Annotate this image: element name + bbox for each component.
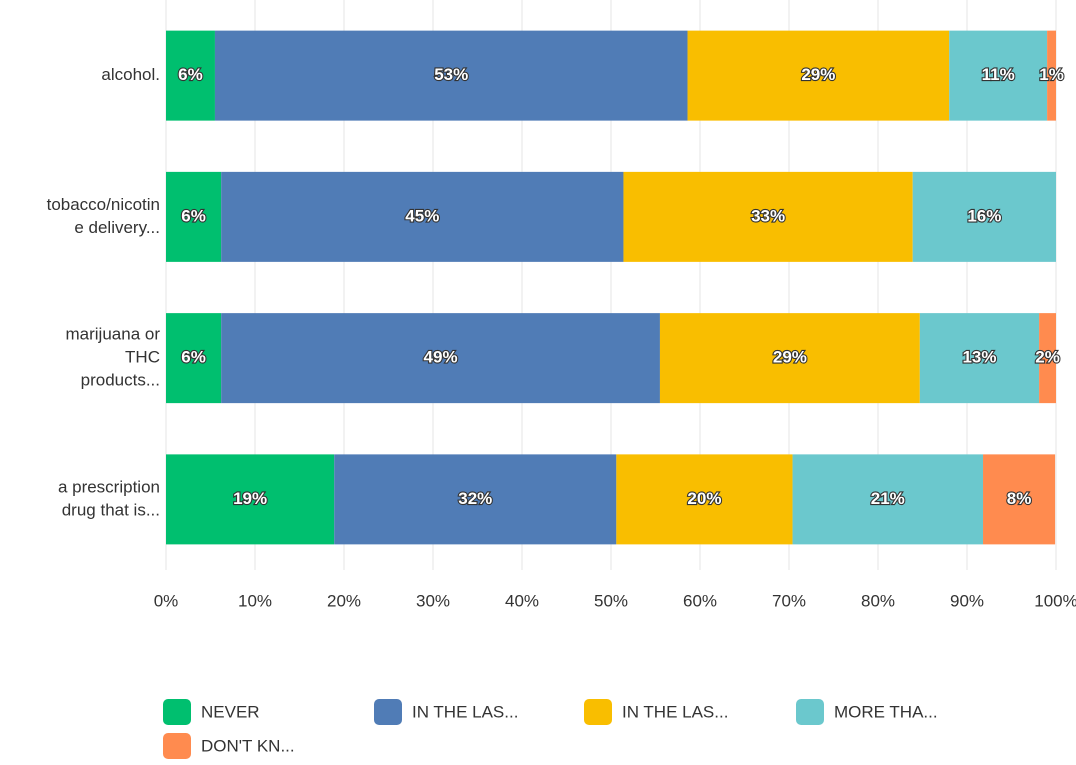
data-label: 16% <box>967 206 1001 225</box>
bar-segment <box>687 30 950 121</box>
legend-label: NEVER <box>201 702 260 721</box>
data-label: 49% <box>424 348 458 367</box>
data-label: 20% <box>687 489 721 508</box>
data-label: 6% <box>181 348 206 367</box>
x-tick-label: 70% <box>772 591 806 610</box>
legend-label: IN THE LAS... <box>622 702 728 721</box>
category-label: alcohol. <box>101 65 160 84</box>
x-tick-label: 0% <box>154 591 179 610</box>
data-label: 29% <box>801 65 835 84</box>
legend-swatch <box>374 699 402 725</box>
category-label: a prescription <box>58 477 160 496</box>
data-label: 32% <box>458 489 492 508</box>
bar-segment <box>166 313 222 404</box>
data-label: 19% <box>233 489 267 508</box>
legend-label: MORE THA... <box>834 702 938 721</box>
legend-swatch <box>163 733 191 759</box>
bar-segment <box>214 30 688 121</box>
data-label: 8% <box>1007 489 1032 508</box>
category-label: products... <box>81 371 160 390</box>
bar-segment <box>1039 313 1056 404</box>
x-tick-label: 60% <box>683 591 717 610</box>
bar-segment <box>1047 30 1056 121</box>
bar-segment <box>659 313 920 404</box>
legend-label: IN THE LAS... <box>412 702 518 721</box>
category-label: e delivery... <box>74 218 160 237</box>
data-label: 6% <box>178 65 203 84</box>
legend-label: DON'T KN... <box>201 736 295 755</box>
bar-segment <box>166 454 335 545</box>
x-tick-label: 80% <box>861 591 895 610</box>
bar-segment <box>221 313 660 404</box>
bar-segment <box>919 313 1040 404</box>
bar-segment <box>166 30 215 121</box>
x-tick-label: 90% <box>950 591 984 610</box>
data-label: 6% <box>181 206 206 225</box>
x-tick-label: 30% <box>416 591 450 610</box>
legend-swatch <box>163 699 191 725</box>
data-label: 45% <box>405 206 439 225</box>
legend-swatch <box>584 699 612 725</box>
data-label: 11% <box>982 65 1015 84</box>
x-tick-label: 20% <box>327 591 361 610</box>
x-tick-label: 100% <box>1034 591 1076 610</box>
category-label: THC <box>125 348 160 367</box>
x-tick-label: 50% <box>594 591 628 610</box>
bar-segment <box>623 171 913 262</box>
category-label: marijuana or <box>66 325 161 344</box>
data-label: 53% <box>434 65 468 84</box>
bar-segment <box>221 171 624 262</box>
x-tick-label: 10% <box>238 591 272 610</box>
bar-segment <box>334 454 617 545</box>
bar-segment <box>912 171 1056 262</box>
bar-segment <box>166 171 222 262</box>
category-label: tobacco/nicotin <box>47 195 160 214</box>
data-label: 1% <box>1039 65 1064 84</box>
category-label: drug that is... <box>62 500 160 519</box>
data-label: 29% <box>773 348 807 367</box>
bar-segment <box>616 454 793 545</box>
bar-segment <box>792 454 984 545</box>
x-tick-label: 40% <box>505 591 539 610</box>
bar-segment <box>983 454 1056 545</box>
bar-segment <box>949 30 1048 121</box>
data-label: 33% <box>751 206 785 225</box>
legend-swatch <box>796 699 824 725</box>
data-label: 2% <box>1035 348 1060 367</box>
data-label: 21% <box>871 489 905 508</box>
data-label: 13% <box>962 348 996 367</box>
